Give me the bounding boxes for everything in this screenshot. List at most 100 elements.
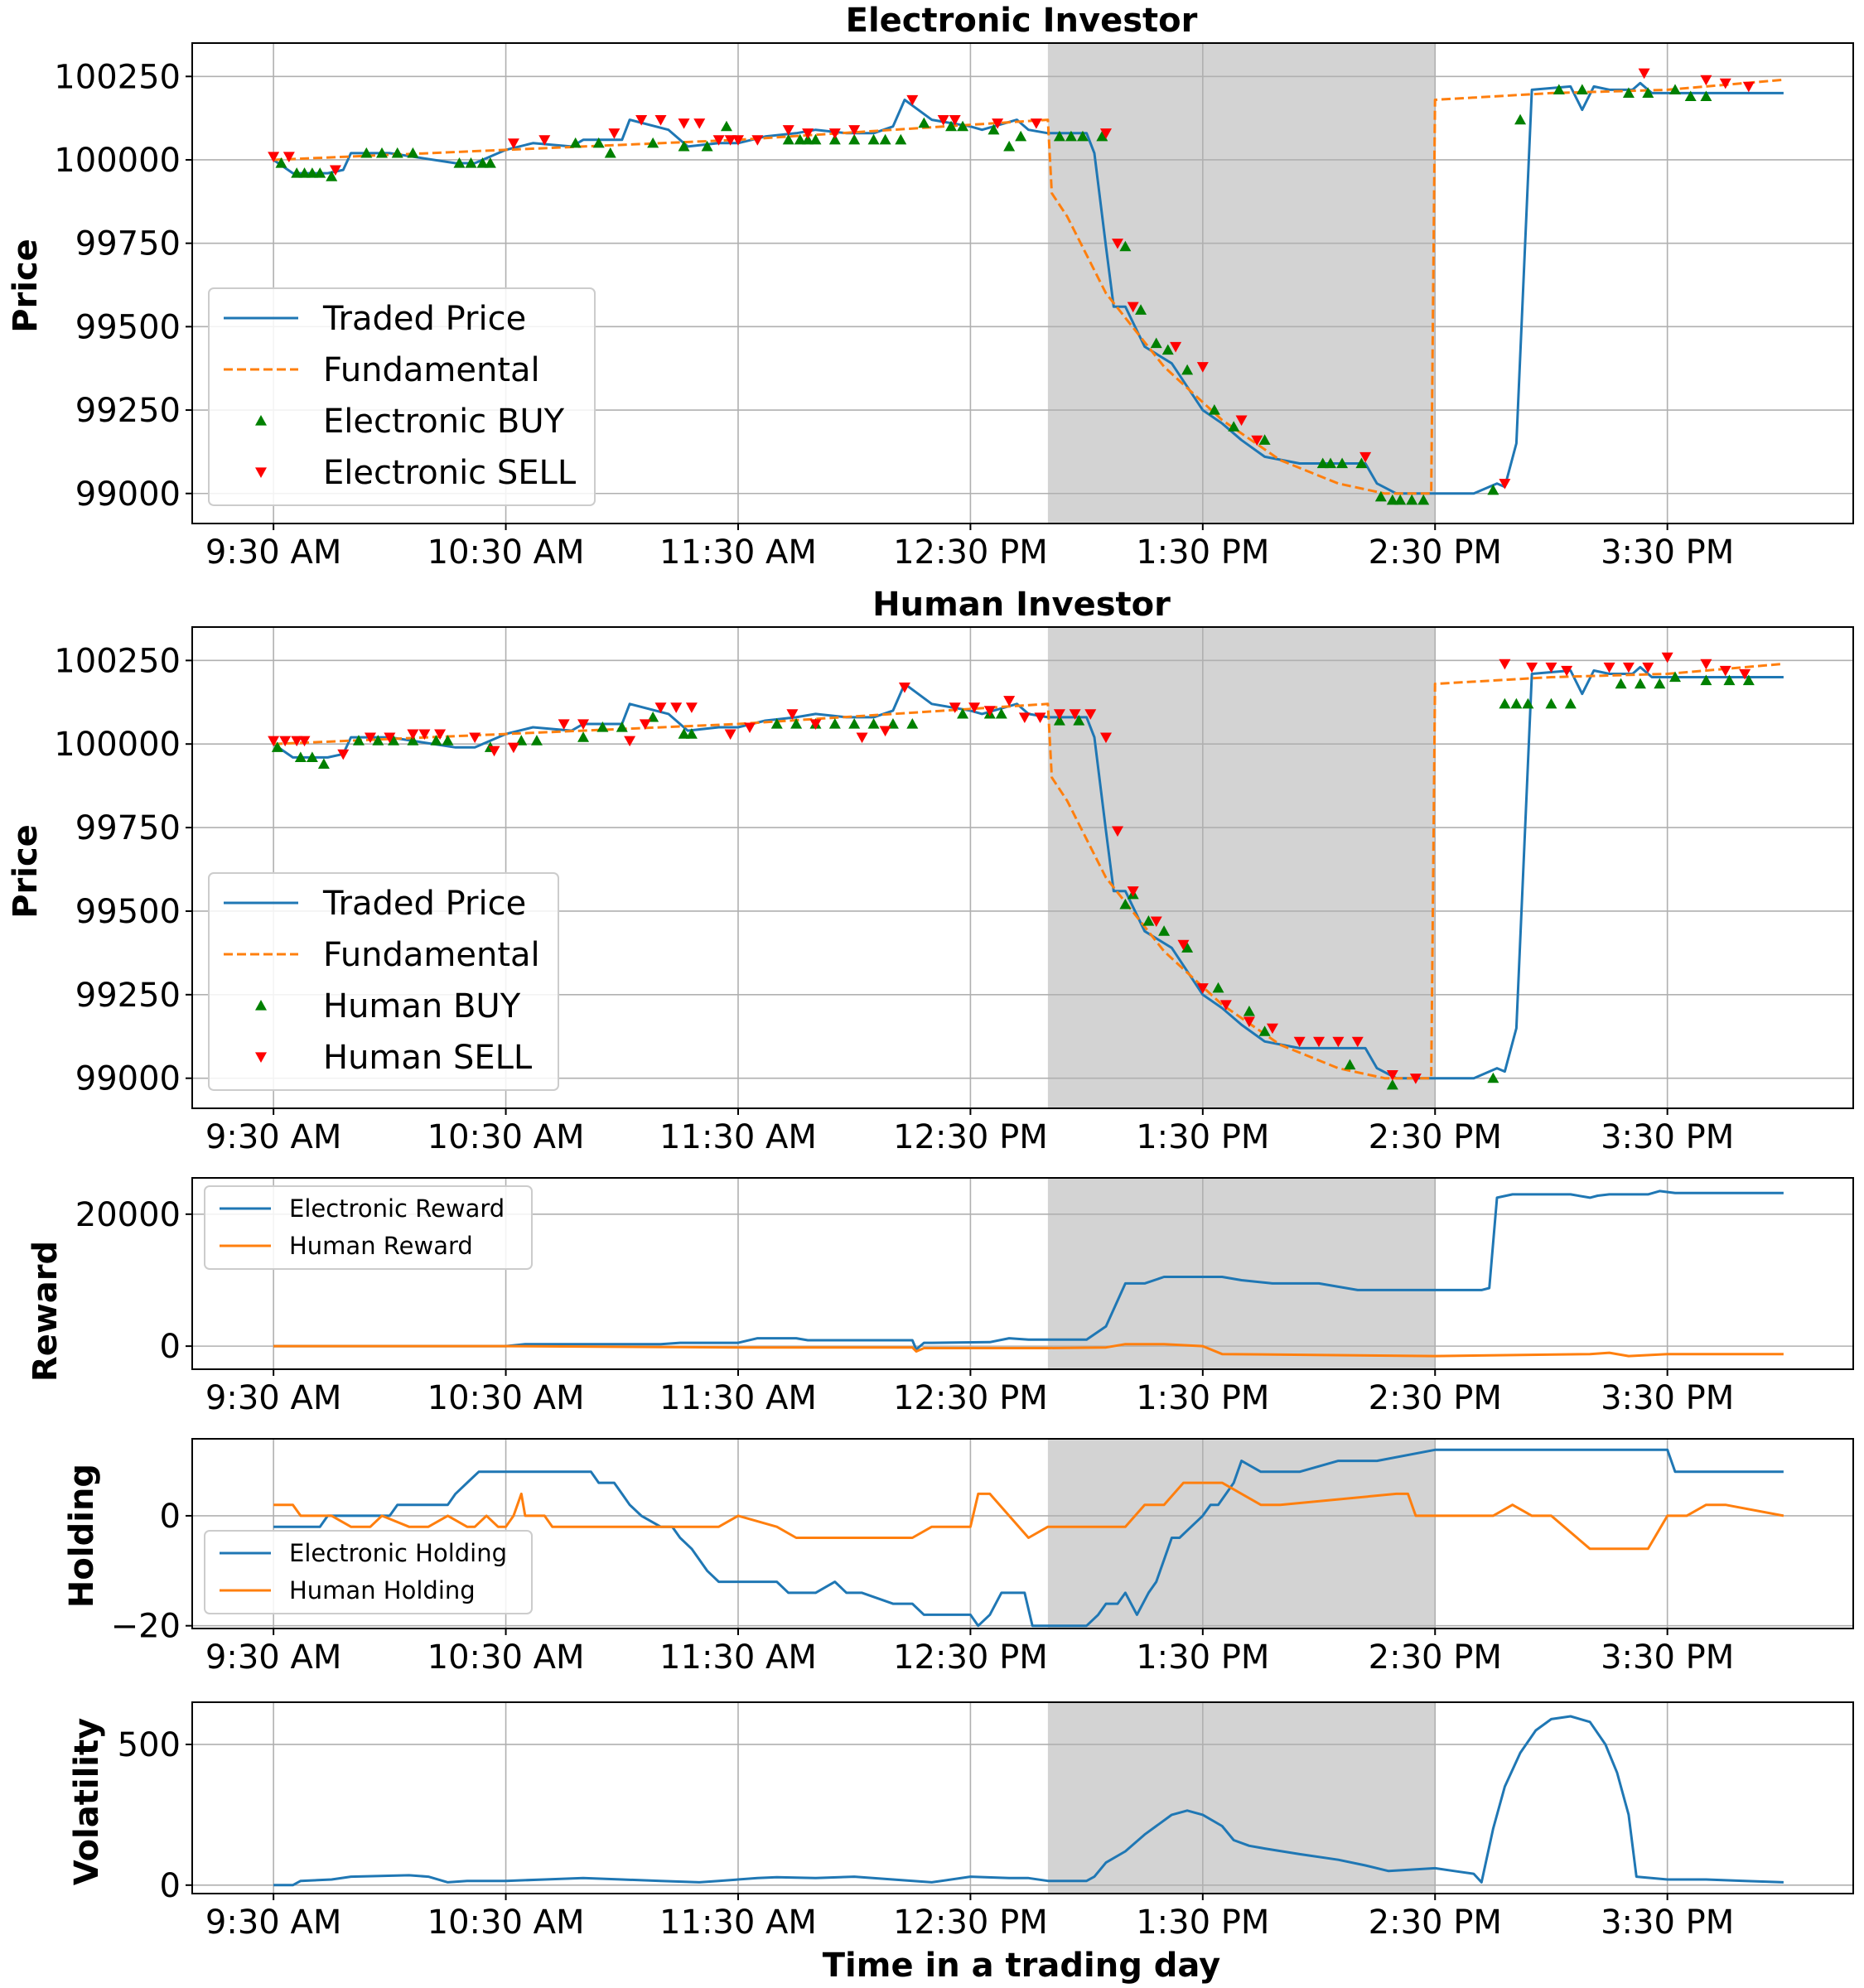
axes-frame <box>191 1438 1854 1629</box>
buy-marker <box>1150 337 1162 349</box>
buy-marker <box>1181 364 1194 375</box>
buy-marker <box>848 718 861 729</box>
sell-marker <box>898 683 910 693</box>
sell-marker <box>384 732 396 744</box>
sell-marker <box>1409 1074 1422 1084</box>
sell-marker <box>337 749 350 760</box>
buy-marker <box>1325 457 1337 469</box>
sell-marker <box>678 118 690 129</box>
sell-marker <box>298 736 311 747</box>
x-tick-label: 1:30 PM <box>1136 1638 1269 1677</box>
x-tick-label: 12:30 PM <box>893 1904 1048 1942</box>
legend-label: Human Reward <box>289 1232 473 1260</box>
buy-marker <box>275 157 287 168</box>
sell-marker <box>1099 128 1112 139</box>
y-tick-label: 20000 <box>75 1196 181 1234</box>
buy-marker <box>1065 130 1077 142</box>
sell-marker <box>608 128 621 139</box>
buy-marker <box>1669 84 1682 94</box>
buy-marker <box>372 735 384 746</box>
buy-marker <box>314 167 326 178</box>
series-line-traded-price <box>273 665 1784 1080</box>
sell-marker <box>879 726 891 737</box>
x-tick-label: 12:30 PM <box>893 1379 1048 1417</box>
legend-marker-handle <box>255 467 267 478</box>
sell-marker <box>949 115 961 126</box>
x-tick-label: 11:30 AM <box>659 533 817 572</box>
buy-marker <box>1553 84 1565 94</box>
x-tick-label: 2:30 PM <box>1369 1118 1502 1156</box>
buy-marker <box>360 147 373 158</box>
buy-marker <box>376 147 389 158</box>
sell-marker <box>1030 118 1042 129</box>
sell-marker <box>1719 665 1731 677</box>
panel-5-xlabel: Time in a trading day <box>823 1947 1220 1985</box>
sell-marker <box>744 722 756 734</box>
x-tick-label: 11:30 AM <box>659 1118 817 1156</box>
buy-marker <box>388 735 400 746</box>
sell-marker <box>558 719 570 731</box>
x-tick-label: 10:30 AM <box>427 1638 585 1677</box>
legend-box <box>204 1185 533 1270</box>
buy-marker <box>1374 490 1387 502</box>
sell-marker <box>1332 1036 1345 1048</box>
legend-marker-handle <box>255 1000 267 1011</box>
sell-marker <box>1251 435 1263 446</box>
y-tick-label: 99750 <box>75 225 181 263</box>
legend-box <box>208 872 559 1091</box>
buy-marker <box>294 751 307 762</box>
sell-marker <box>1196 362 1209 373</box>
x-tick-label: 2:30 PM <box>1369 533 1502 572</box>
sell-marker <box>1196 983 1209 994</box>
sell-marker <box>1526 662 1538 673</box>
axes-frame <box>191 1177 1854 1370</box>
x-tick-label: 3:30 PM <box>1601 1638 1734 1677</box>
sell-marker <box>1700 75 1712 86</box>
panel-electronic-investor: 9:30 AM 10:30 AM 11:30 AM 12:30 PM 1:30 PM 2:… <box>54 42 1854 572</box>
legend-label: Electronic BUY <box>323 403 565 441</box>
sell-marker <box>624 736 636 747</box>
buy-marker <box>298 167 311 178</box>
sell-marker <box>329 165 341 176</box>
sell-marker <box>1351 1036 1364 1048</box>
sell-marker <box>654 702 667 713</box>
buy-marker <box>1394 494 1407 505</box>
sell-marker <box>724 729 736 741</box>
x-tick-label: 1:30 PM <box>1136 1379 1269 1417</box>
sell-marker <box>732 135 744 146</box>
x-tick-label: 1:30 PM <box>1136 1904 1269 1942</box>
sell-marker <box>693 118 706 129</box>
buy-marker <box>647 137 659 148</box>
series-line-volatility <box>273 1715 1784 1887</box>
sell-marker <box>1739 668 1751 680</box>
sell-marker <box>407 729 419 741</box>
buy-marker <box>1742 674 1755 686</box>
buy-marker <box>1487 484 1499 495</box>
buy-marker <box>1073 714 1085 726</box>
buy-marker <box>867 718 880 729</box>
sell-marker <box>1622 662 1635 673</box>
sell-marker <box>1499 479 1511 490</box>
buy-marker <box>879 133 891 145</box>
buy-marker <box>1243 1005 1255 1016</box>
legend-label: Fundamental <box>323 936 540 974</box>
x-tick-label: 1:30 PM <box>1136 1118 1269 1156</box>
buy-marker <box>1564 697 1577 709</box>
buy-marker <box>895 133 907 145</box>
buy-marker <box>430 735 442 746</box>
x-tick-label: 2:30 PM <box>1369 1638 1502 1677</box>
sell-marker <box>1127 302 1139 313</box>
buy-marker <box>1003 140 1016 152</box>
legend: Electronic Reward Human Reward <box>204 1185 533 1270</box>
buy-marker <box>1161 344 1174 355</box>
buy-marker <box>848 133 861 145</box>
buy-marker <box>1355 457 1368 469</box>
x-tick-label: 12:30 PM <box>893 1638 1048 1677</box>
series-line-electronic-reward <box>273 1189 1784 1351</box>
sell-marker <box>848 125 861 136</box>
x-tick-label: 10:30 AM <box>427 1379 585 1417</box>
y-tick-label: 99000 <box>75 475 181 514</box>
buy-marker <box>720 120 732 132</box>
x-tick-label: 2:30 PM <box>1369 1904 1502 1942</box>
sell-marker <box>856 732 868 744</box>
